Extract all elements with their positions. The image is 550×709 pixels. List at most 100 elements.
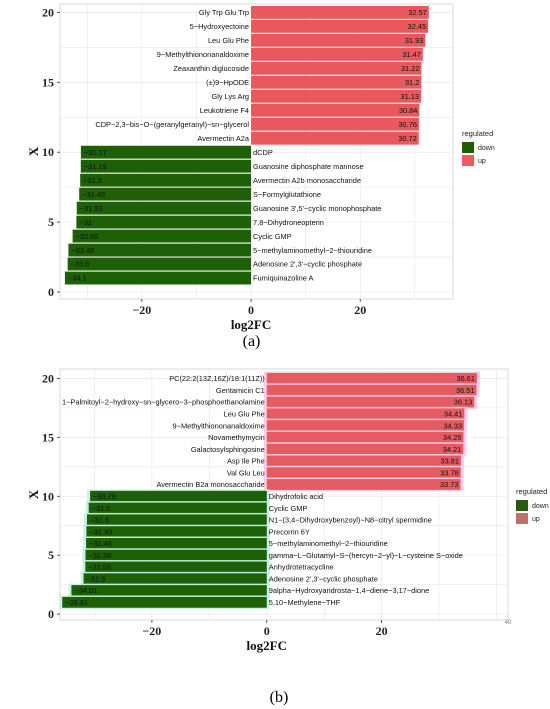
value-label: 33.73 xyxy=(440,480,459,489)
bar xyxy=(76,215,252,229)
bar xyxy=(251,19,429,33)
bar-label: Anhydrotetracycline xyxy=(269,563,334,572)
bar xyxy=(251,89,421,103)
bar-label: Gly Lys Arg xyxy=(212,92,250,101)
bar xyxy=(79,187,252,201)
value-label: 33.78 xyxy=(440,468,459,477)
bar-label: 9−Methylthiononanaldoxime xyxy=(173,421,265,430)
bar xyxy=(76,201,252,215)
legend-label-down: down xyxy=(478,145,495,152)
legend-title: regulated xyxy=(516,487,547,496)
x-tick-label: −20 xyxy=(132,303,151,317)
y-tick-label: 15 xyxy=(42,430,54,444)
value-label: −31.19 xyxy=(84,162,107,171)
bar xyxy=(266,443,464,455)
value-label: 30.72 xyxy=(398,134,417,143)
bar xyxy=(67,257,252,271)
value-label: −35.61 xyxy=(65,598,88,607)
bar-label: 5−methylaminomethyl−2−thiouridine xyxy=(253,246,372,255)
value-label: −31.93 xyxy=(80,204,103,213)
y-tick-label: 10 xyxy=(42,489,54,503)
bar-label: 9−Methylthiononanaldoxime xyxy=(157,50,249,59)
value-label: 31.22 xyxy=(401,64,420,73)
value-label: 34.41 xyxy=(444,409,463,418)
value-label: −31.17 xyxy=(84,148,107,157)
value-label: 31.47 xyxy=(402,50,421,59)
series-down: −30.76 Dihydrofolic acid −31.0 Cyclic GMP −3… xyxy=(59,489,463,610)
value-label: −31.0 xyxy=(92,504,111,513)
bar-label: Gly Trp Glu Trp xyxy=(199,8,249,17)
bar-label: N1−(3,4−Dihydroxybenzoyl)−N8−citryl sper… xyxy=(269,516,432,525)
chart-panel-a: 32.57 Gly Trp Glu Trp 32.45 5−Hydroxyectoin… xyxy=(26,3,495,350)
y-tick-label: 5 xyxy=(48,215,54,229)
bar-label: 5,10−Methylene−THF xyxy=(269,598,341,607)
value-label: −31.3 xyxy=(90,516,109,525)
x-axis-title: log2FC xyxy=(231,317,271,332)
bar-label: Leu Glu Phe xyxy=(224,409,265,418)
value-label: −31.3 xyxy=(83,176,102,185)
bar xyxy=(251,117,419,131)
bar xyxy=(80,145,252,159)
value-label: −32.69 xyxy=(76,232,99,241)
bar xyxy=(251,33,426,47)
legend-label-down: down xyxy=(532,503,549,510)
x-tick-label: 0 xyxy=(264,624,270,638)
axes: −20 0 20 0 5 10 15 20 log2FC X xyxy=(26,5,366,332)
value-label: 30.76 xyxy=(398,120,417,129)
value-label: 36.13 xyxy=(454,398,473,407)
bar xyxy=(62,596,267,608)
bar-label: Guanosine 3',5'−cyclic monophosphate xyxy=(253,204,381,213)
bar xyxy=(266,479,461,490)
bar xyxy=(266,420,464,431)
bar-label: 1−Palmitoyl−2−hydroxy−sn−glycero−3−phosp… xyxy=(62,398,265,407)
bar-label: PC(22:2(13Z,16Z)/18:1(11Z)) xyxy=(169,374,265,383)
series-up: 36.61 PC(22:2(13Z,16Z)/18:1(11Z)) 36.51 Gen… xyxy=(62,371,481,492)
bar-label: 5−methylaminomethyl−2−thiouridine xyxy=(269,539,388,548)
value-label: 34.21 xyxy=(443,445,462,454)
x-tick-label: 20 xyxy=(376,624,388,638)
bar-label: Avermectin B2a monosaccharide xyxy=(156,480,264,489)
bar-label: Gentamicin C1 xyxy=(216,386,265,395)
value-label: 32.45 xyxy=(408,22,427,31)
bar xyxy=(72,229,252,243)
legend-swatch-down xyxy=(516,500,528,511)
value-label: −31.48 xyxy=(82,190,105,199)
value-label: 31.2 xyxy=(405,78,419,87)
bar-label: Leukotriene F4 xyxy=(200,106,249,115)
bar xyxy=(266,455,461,467)
bar xyxy=(68,243,252,257)
bar xyxy=(251,61,422,75)
stray-tick-label: 40 xyxy=(505,620,512,626)
bar-label: S−Formylglutathione xyxy=(253,190,321,199)
value-label: −30.76 xyxy=(93,492,116,501)
legend-swatch-up xyxy=(462,155,474,166)
bar-label: gamma−L−Glutamyl−S−(hercyn−2−yl)−L−cyste… xyxy=(269,551,463,560)
bar-label: Guanosine diphosphate mannose xyxy=(253,162,364,171)
bar-label: Cyclic GMP xyxy=(269,504,308,513)
y-tick-label: 10 xyxy=(42,145,54,159)
y-axis-title: X xyxy=(26,146,41,156)
bar-label: Novamethymycin xyxy=(208,433,265,442)
legend-title: regulated xyxy=(462,129,493,138)
value-label: −31.56 xyxy=(89,551,112,560)
chart-panel-b: 36.61 PC(22:2(13Z,16Z)/18:1(11Z)) 36.51 Gen… xyxy=(26,368,549,706)
bar-label: Cyclic GMP xyxy=(253,232,292,241)
bar xyxy=(266,431,464,443)
x-tick-label: 20 xyxy=(354,303,366,317)
bar-label: 5−Hydroxyectoine xyxy=(190,22,249,31)
bar xyxy=(251,5,429,19)
legend: regulated down up xyxy=(462,129,495,166)
bar xyxy=(266,373,478,384)
value-label: −31.46 xyxy=(89,539,112,548)
bar-label: Adenosine 2',3'−cyclic phosphate xyxy=(269,574,378,583)
bar xyxy=(86,537,267,549)
bar-label: Dihydrofolic acid xyxy=(269,492,323,501)
axes: −20 0 20 0 5 10 15 20 log2FC X xyxy=(26,371,388,653)
bar-label: 9alpha−Hydroxyandrosta−1,4−diene−3,17−di… xyxy=(269,586,429,595)
bar-label: dCDP xyxy=(253,148,273,157)
y-tick-label: 15 xyxy=(42,75,54,89)
legend-swatch-down xyxy=(462,142,474,153)
bar-label: Fumiquinazoline A xyxy=(253,274,313,283)
bar-label: Galactosylsphingosine xyxy=(191,445,265,454)
